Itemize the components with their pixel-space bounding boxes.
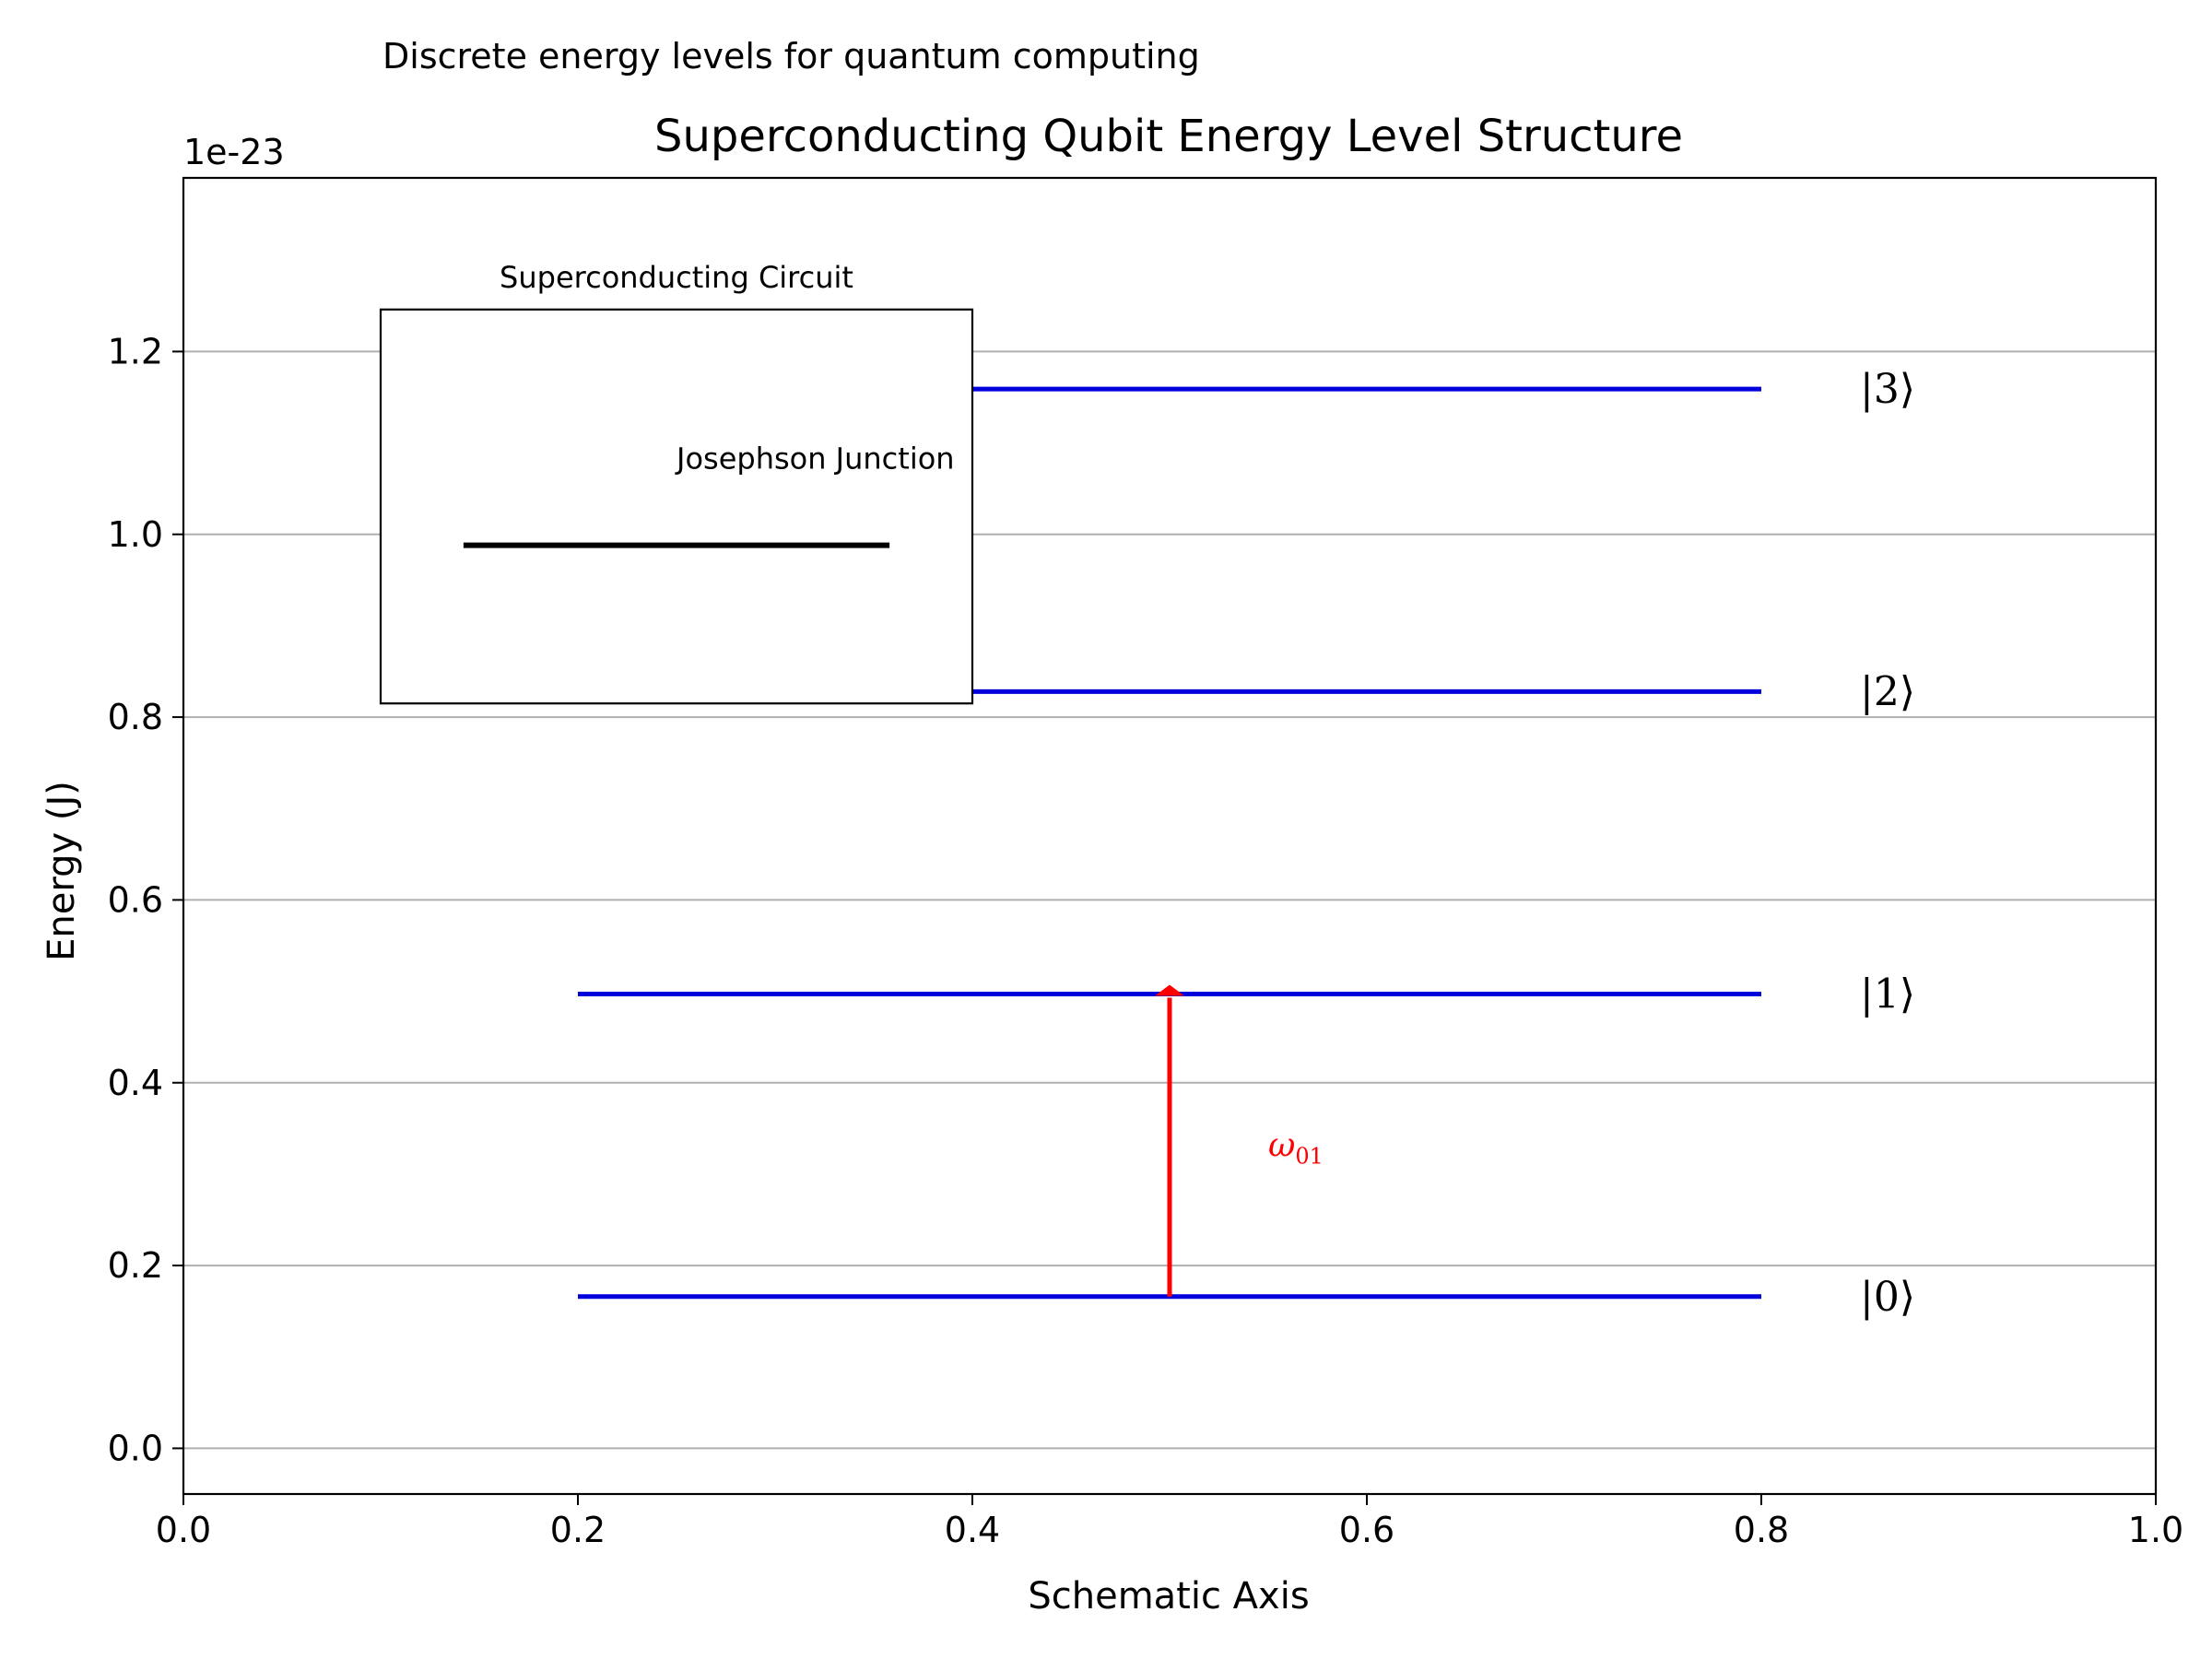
axes-frame [182,176,2158,1496]
circuit-box [379,308,974,705]
x-tick-label-3: 0.6 [1339,1510,1394,1550]
chart-title: Superconducting Qubit Energy Level Struc… [654,111,1683,162]
y-offset-label: 1e-23 [183,132,285,172]
x-tick-label-1: 0.2 [550,1510,606,1550]
energy-levels: |0⟩ |1⟩ |2⟩ |3⟩ [578,366,1915,1321]
energy-level-label-2: |2⟩ [1860,668,1915,715]
energy-level-label-1: |1⟩ [1860,971,1915,1018]
x-tick-label-2: 0.4 [945,1510,1000,1550]
figure-subtitle: Discrete energy levels for quantum compu… [382,36,1200,76]
x-tick-label-4: 0.8 [1734,1510,1789,1550]
y-tick-label-0: 0.0 [108,1428,163,1468]
y-tick-label-1: 0.2 [108,1245,163,1286]
transition-label: ω01 [1268,1127,1324,1170]
josephson-junction-label: Josephson Junction [675,441,955,477]
y-axis-label: Energy (J) [41,781,83,961]
energy-level-label-0: |0⟩ [1860,1274,1915,1321]
y-tick-label-5: 1.0 [108,514,163,555]
y-tick-label-6: 1.2 [108,331,163,371]
y-axis-ticks: 0.0 0.2 0.4 0.6 0.8 1.0 1.2 [108,331,183,1468]
x-tick-label-0: 0.0 [156,1510,211,1550]
energy-level-label-3: |3⟩ [1860,366,1915,413]
y-tick-label-4: 0.8 [108,697,163,737]
circuit-inset: Superconducting Circuit Josephson Junctio… [379,260,974,705]
y-tick-label-2: 0.4 [108,1063,163,1103]
transition-arrow-head [1155,984,1184,996]
x-axis-label: Schematic Axis [1028,1575,1309,1618]
circuit-title: Superconducting Circuit [500,260,853,295]
x-tick-label-5: 1.0 [2128,1510,2183,1550]
y-tick-label-3: 0.6 [108,879,163,920]
x-axis-ticks: 0.0 0.2 0.4 0.6 0.8 1.0 [156,1494,2183,1550]
transition-arrow-group: ω01 [1155,984,1324,1297]
